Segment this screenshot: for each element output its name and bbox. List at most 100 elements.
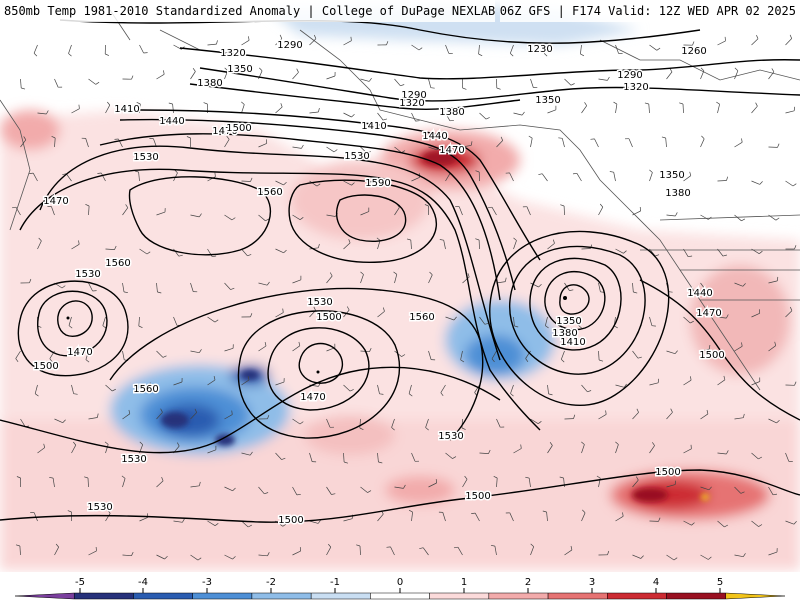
wind-barb [156,350,164,358]
wind-barb [258,345,267,352]
wind-barb-feather [692,41,695,46]
wind-barb-feather [623,383,627,388]
wind-barb-feather [614,325,618,329]
wind-barb [649,172,653,182]
contour-label: 1560 [133,384,158,395]
wind-barb [207,520,216,526]
wind-barb [700,282,707,291]
wind-barb [445,316,455,321]
wind-barb [510,384,514,394]
wind-barb [37,240,42,250]
wind-barb-feather [316,183,321,187]
wind-barb [190,554,199,561]
map-title: 850mb Temp 1981-2010 Standardized Anomal… [4,0,496,22]
wind-barb-feather [741,218,746,222]
wind-barb [343,242,351,250]
wind-barb-feather [464,475,468,480]
wind-barb [139,384,149,387]
wind-barb-feather [794,245,797,250]
wind-barb-feather [658,517,661,522]
wind-barb [785,452,790,462]
wind-barb-feather [558,137,563,139]
wind-barb [71,108,80,114]
wind-barb-feather [430,87,435,89]
wind-barb-feather [777,143,780,148]
wind-barb [462,479,468,488]
wind-barb-feather [487,206,493,209]
wind-barb [479,452,489,454]
wind-barb-feather [232,487,236,492]
colorbar-tick-label: 2 [525,577,531,588]
wind-barb-feather [528,135,533,139]
wind-barb [122,554,132,557]
wind-barb-feather [573,414,576,419]
wind-barb [224,214,233,221]
wind-barb-feather [580,53,585,57]
contour-label: 1500 [278,515,303,526]
wind-barb [509,172,514,182]
wind-barb-feather [73,441,77,446]
wind-barb-feather [668,291,673,293]
wind-barb [33,44,38,54]
wind-barb-feather [607,76,610,81]
wind-barb [20,418,26,427]
wind-barb-feather [530,543,534,547]
wind-barb-feather [640,555,644,559]
contour-label: 1530 [75,269,100,280]
wind-barb-feather [613,101,618,105]
wind-barb-feather [348,239,351,244]
wind-barb [37,112,47,115]
wind-barb [445,173,451,182]
wind-barb-feather [514,325,519,328]
wind-barb [530,282,539,288]
wind-barb [478,44,480,55]
wind-barb-feather [194,408,198,413]
wind-barb [88,417,98,420]
wind-barb [241,520,249,528]
wind-barb-feather [424,204,429,207]
wind-barb [581,248,591,250]
wind-barb-feather [43,443,46,448]
coastlines [0,9,800,391]
wind-barb-feather [740,491,745,494]
wind-barb [666,484,676,488]
wind-barb-feather [559,476,564,479]
wind-barb [105,444,109,454]
wind-barb [377,240,381,250]
wind-barb-feather [460,359,465,363]
pressure-center-markers [66,296,567,374]
colorbar: -5 -4 -3 -2 -1 0 1 2 3 4 5 [0,572,800,600]
wind-barb [546,511,548,522]
wind-barb-feather [199,349,202,353]
wind-barb-feather [107,509,111,514]
contour-label: 1320 [220,48,245,59]
wind-barb-feather [475,170,480,173]
contour-label: 1440 [159,116,184,127]
wind-barb [474,384,480,393]
wind-barb-feather [670,408,673,413]
contour-label: 1470 [67,347,92,358]
wind-barb-feather [552,239,555,244]
wind-barb-feather [691,522,695,526]
wind-barb [598,414,607,420]
wind-barb-feather [68,325,73,329]
wind-barb-feather [633,291,638,294]
contour-label: 1350 [227,64,252,75]
wind-barb [494,546,497,556]
wind-barb [275,248,284,254]
wind-barb [513,112,523,116]
wind-barb [292,279,302,284]
wind-barb [428,350,432,360]
wind-barb-feather [418,47,423,51]
wind-barb-feather [708,216,712,220]
wind-barb-feather [661,136,666,139]
wind-barb [309,247,319,250]
wind-barb [458,206,463,216]
wind-barb-feather [675,212,678,217]
wind-barb-feather [213,376,216,381]
wind-barb-feather [259,67,263,72]
colorbar-tick-label: -1 [330,577,340,588]
contour-label: 1350 [535,95,560,106]
colorbar-swatch [251,592,312,600]
wind-barb-feather [491,358,495,363]
